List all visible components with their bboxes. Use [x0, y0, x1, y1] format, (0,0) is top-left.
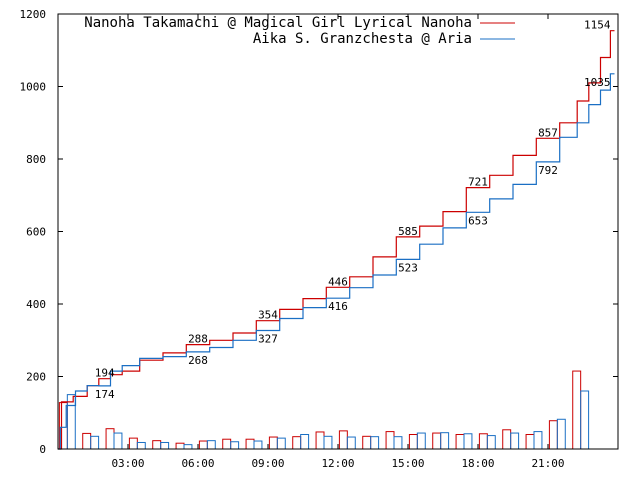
y-tick-label: 800	[26, 153, 46, 166]
x-tick-label: 09:00	[251, 457, 284, 470]
legend: Nanoha Takamachi @ Magical Girl Lyrical …	[84, 15, 515, 47]
y-tick-label: 400	[26, 298, 46, 311]
data-label-aika: 174	[95, 388, 115, 401]
x-tick-label: 18:00	[461, 457, 494, 470]
x-tick-label: 21:00	[531, 457, 564, 470]
data-label-aika: 792	[538, 164, 558, 177]
y-axis: 0 200 400 600 800 1000 1200	[20, 8, 618, 456]
y-tick-label: 0	[39, 443, 46, 456]
y-tick-label: 200	[26, 371, 46, 384]
data-label-nanoha: 194	[95, 367, 115, 380]
data-label-aika: 416	[328, 300, 348, 313]
cumulative-line-nanoha	[58, 30, 615, 450]
data-label-aika: 327	[258, 332, 278, 345]
x-tick-label: 12:00	[321, 457, 354, 470]
y-tick-label: 1000	[20, 81, 47, 94]
data-label-nanoha: 354	[258, 309, 278, 322]
legend-label-aika: Aika S. Granzchesta @ Aria	[253, 31, 472, 47]
y-tick-label: 600	[26, 226, 46, 239]
data-label-aika: 268	[188, 354, 208, 367]
x-tick-label: 03:00	[111, 457, 144, 470]
data-label-nanoha: 1154	[584, 19, 611, 32]
data-label-aika: 1035	[584, 76, 611, 89]
cumulative-line-aika	[58, 73, 615, 450]
legend-label-nanoha: Nanoha Takamachi @ Magical Girl Lyrical …	[84, 15, 472, 31]
data-label-nanoha: 721	[468, 176, 488, 189]
x-axis: 03:00 06:00 09:00 12:00 15:00 18:00 21:00	[111, 14, 565, 470]
data-label-nanoha: 288	[188, 333, 208, 346]
data-label-nanoha: 857	[538, 126, 558, 139]
data-labels-layer: 194 288 354 446 585 721 857 1154 174 268 327 416 523…	[95, 19, 611, 401]
x-tick-label: 06:00	[181, 457, 214, 470]
data-label-nanoha: 585	[398, 225, 418, 238]
data-label-nanoha: 446	[328, 275, 348, 288]
data-label-aika: 523	[398, 261, 418, 274]
y-tick-label: 1200	[20, 8, 47, 21]
x-tick-label: 15:00	[391, 457, 424, 470]
lines-layer	[58, 30, 615, 450]
data-label-aika: 653	[468, 214, 488, 227]
